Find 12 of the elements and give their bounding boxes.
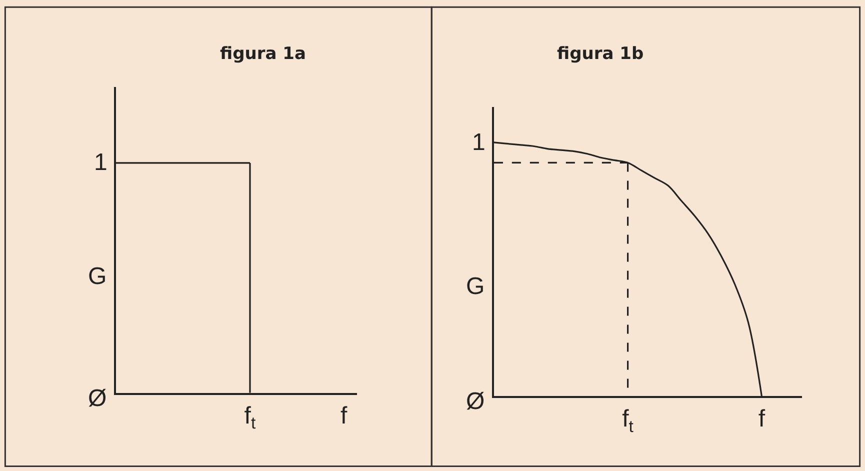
x-tick-label: f$_{t}$ [244, 402, 256, 432]
text: 1 [94, 149, 108, 176]
x-tick-label: f [340, 402, 348, 430]
text: 1 [472, 129, 486, 156]
y-axis-title: G [466, 273, 485, 300]
chart-title: figura 1b [557, 44, 644, 64]
chart-title: figura 1a [220, 44, 306, 64]
x-tick-label: f$_{t}$ [622, 406, 634, 436]
text: Ø [466, 388, 485, 415]
text: Ø [88, 385, 107, 412]
y-axis-title: G [88, 263, 107, 290]
x-tick-label: f [758, 406, 766, 433]
